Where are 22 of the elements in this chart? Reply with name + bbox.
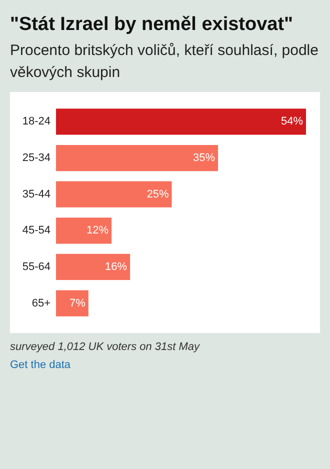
- bar: [56, 144, 218, 172]
- bar: [56, 108, 306, 135]
- data-label: 7%: [70, 297, 86, 310]
- data-label: 35%: [193, 152, 216, 164]
- data-label: 12%: [86, 224, 109, 237]
- data-label: 25%: [146, 188, 169, 200]
- y-tick-label: 45-54: [22, 224, 50, 237]
- chart-title: "Stát Izrael by neměl existovat": [9, 13, 294, 37]
- y-tick-label: 25-34: [22, 152, 50, 164]
- data-label: 16%: [105, 260, 128, 273]
- text: Get the data: [9, 358, 72, 373]
- bar: [56, 218, 112, 244]
- bar: [56, 181, 172, 208]
- y-tick-label: 55-64: [22, 260, 50, 273]
- data-label: 54%: [280, 116, 304, 128]
- bar: [56, 290, 88, 316]
- chart-subtitle: Procento britských voličů, kteří souhlasí, podle věkových skupin: [9, 41, 320, 83]
- y-tick-label: 35-44: [22, 188, 50, 200]
- y-tick-label: 65+: [32, 297, 50, 310]
- bar: [56, 254, 130, 280]
- text: surveyed 1,012 UK voters on 31st May: [9, 340, 201, 355]
- y-tick-label: 18-24: [22, 116, 50, 128]
